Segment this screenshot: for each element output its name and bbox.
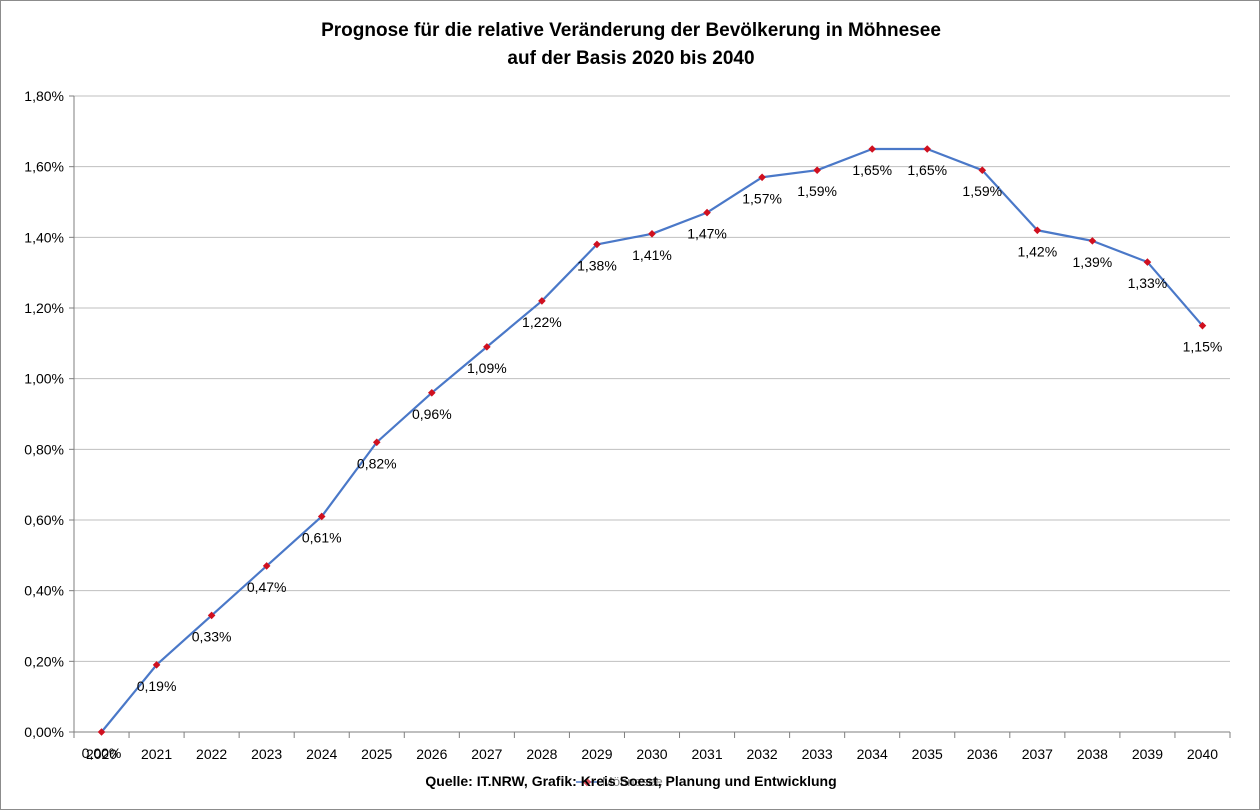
data-point xyxy=(813,166,821,174)
data-point xyxy=(97,728,106,736)
x-tick-label: 2027 xyxy=(471,746,502,762)
x-tick-label: 2029 xyxy=(581,746,612,762)
data-point xyxy=(428,389,436,397)
data-label: 0,19% xyxy=(137,678,177,694)
data-point xyxy=(703,208,711,217)
data-label: 0,33% xyxy=(192,628,232,644)
data-label: 1,15% xyxy=(1183,339,1223,355)
data-point xyxy=(923,145,932,153)
x-tick-label: 2036 xyxy=(967,746,998,762)
data-label: 1,42% xyxy=(1017,243,1057,259)
data-point xyxy=(1198,321,1207,330)
data-label: 1,47% xyxy=(687,226,727,242)
data-label: 0,96% xyxy=(412,406,452,422)
data-point xyxy=(648,230,656,238)
x-tick-label: 2020 xyxy=(86,746,117,762)
chart-title-line-1: Prognose für die relative Veränderung de… xyxy=(321,20,941,41)
data-label: 1,59% xyxy=(797,183,837,199)
y-tick-label: 0,00% xyxy=(24,724,64,740)
data-point xyxy=(758,173,766,182)
x-tick-label: 2028 xyxy=(526,746,557,762)
data-point xyxy=(1033,226,1042,235)
data-point xyxy=(372,438,381,447)
y-tick-label: 0,60% xyxy=(24,512,64,528)
x-tick-label: 2026 xyxy=(416,746,447,762)
data-label: 0,61% xyxy=(302,529,342,545)
y-tick-label: 1,00% xyxy=(24,371,64,387)
x-tick-label: 2034 xyxy=(857,746,888,762)
data-point xyxy=(538,297,546,305)
x-tick-label: 2025 xyxy=(361,746,392,762)
x-tick-label: 2039 xyxy=(1132,746,1163,762)
x-tick-label: 2038 xyxy=(1077,746,1108,762)
data-point xyxy=(207,611,216,620)
x-tick-label: 2033 xyxy=(802,746,833,762)
x-tick-label: 2035 xyxy=(912,746,943,762)
data-point xyxy=(317,512,326,521)
x-tick-label: 2031 xyxy=(691,746,722,762)
y-tick-label: 1,80% xyxy=(24,88,64,104)
data-label: 1,33% xyxy=(1128,275,1168,291)
data-label: 1,39% xyxy=(1073,254,1113,270)
chart-legend: Möhnesee xyxy=(576,774,663,789)
data-label: 0,00% xyxy=(82,745,122,761)
data-label: 1,41% xyxy=(632,247,672,263)
data-label: 1,38% xyxy=(577,257,617,273)
chart-title: Prognose für die relative Veränderung de… xyxy=(1,17,1260,73)
x-tick-label: 2040 xyxy=(1187,746,1218,762)
data-point xyxy=(152,661,161,669)
chart-title-line-2: auf der Basis 2020 bis 2040 xyxy=(507,48,755,69)
y-tick-label: 1,20% xyxy=(24,300,64,316)
x-tick-label: 2021 xyxy=(141,746,172,762)
x-tick-label: 2022 xyxy=(196,746,227,762)
x-tick-label: 2037 xyxy=(1022,746,1053,762)
data-label: 0,47% xyxy=(247,579,287,595)
data-label: 1,09% xyxy=(467,360,507,376)
x-tick-label: 2023 xyxy=(251,746,282,762)
data-label: 0,82% xyxy=(357,455,397,471)
data-label: 1,59% xyxy=(962,183,1002,199)
data-point xyxy=(262,562,271,570)
data-point xyxy=(593,240,601,249)
x-tick-label: 2032 xyxy=(747,746,778,762)
data-label: 1,65% xyxy=(907,162,947,178)
data-point xyxy=(1088,237,1097,245)
y-tick-label: 0,40% xyxy=(24,583,64,599)
y-tick-label: 1,60% xyxy=(24,159,64,175)
data-point xyxy=(1143,258,1152,266)
y-tick-label: 0,80% xyxy=(24,441,64,457)
data-label: 1,22% xyxy=(522,314,562,330)
data-label: 1,65% xyxy=(852,162,892,178)
y-tick-label: 1,40% xyxy=(24,229,64,245)
x-tick-label: 2030 xyxy=(636,746,667,762)
data-point xyxy=(978,166,987,174)
legend-swatch xyxy=(576,777,598,787)
data-point xyxy=(868,145,876,153)
data-label: 1,57% xyxy=(742,190,782,206)
x-tick-label: 2024 xyxy=(306,746,337,762)
data-point xyxy=(483,343,491,351)
source-note: Quelle: IT.NRW, Grafik: Kreis Soest, Pla… xyxy=(425,773,837,789)
y-tick-label: 0,20% xyxy=(24,653,64,669)
legend-label: Möhnesee xyxy=(602,774,663,789)
